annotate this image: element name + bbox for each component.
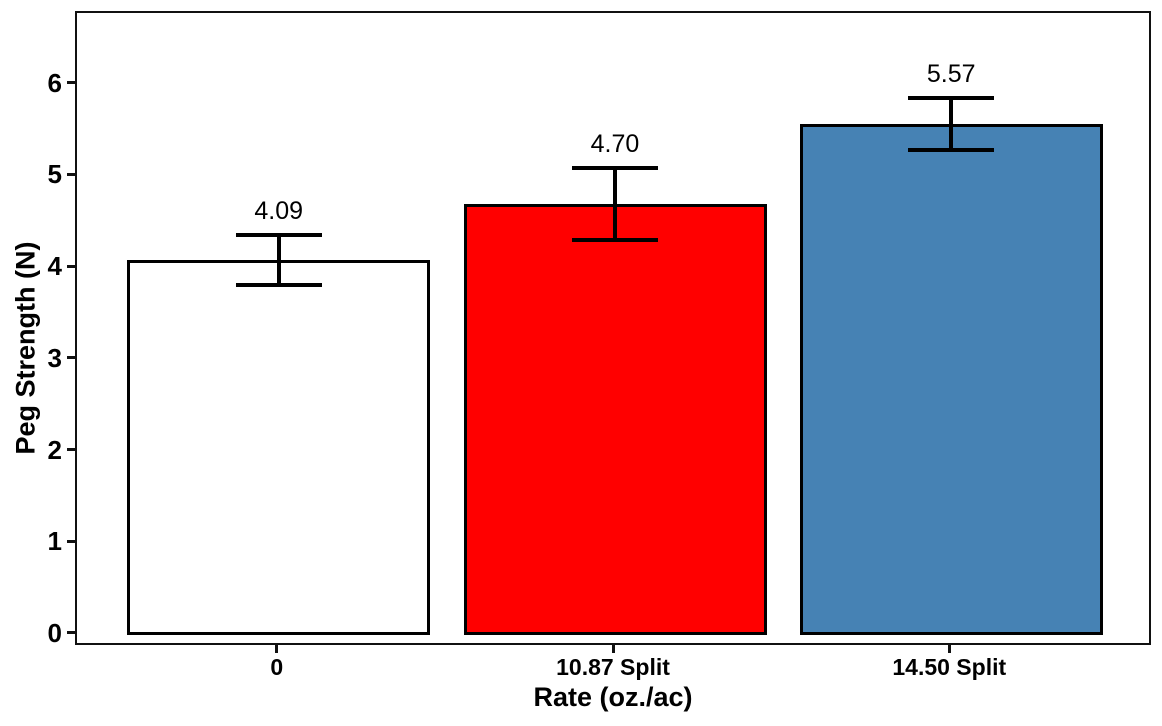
y-tick-label: 0 — [47, 617, 62, 648]
y-tick-label: 2 — [47, 434, 62, 465]
y-tick-label: 1 — [47, 526, 62, 557]
bar — [127, 259, 431, 635]
y-tick — [67, 81, 75, 85]
y-tick — [67, 356, 75, 360]
x-tick — [947, 645, 951, 653]
y-tick-label: 6 — [47, 67, 62, 98]
error-bar-cap-top — [572, 166, 658, 171]
error-bar-cap-top — [235, 233, 322, 237]
error-bar-cap-bottom — [572, 237, 658, 242]
x-tick — [611, 645, 615, 653]
y-tick-label: 4 — [47, 251, 62, 282]
error-bar-stem — [276, 235, 281, 285]
y-tick — [67, 539, 75, 543]
y-tick — [67, 264, 75, 268]
error-bar-stem — [613, 168, 617, 240]
x-tick-label: 0 — [270, 654, 284, 680]
value-label: 4.09 — [254, 197, 304, 225]
plot-panel: 4.09 4.70 5.57 — [75, 11, 1151, 645]
y-tick — [67, 172, 75, 176]
error-bar-cap-bottom — [235, 282, 322, 287]
x-axis-title: Rate (oz./ac) — [533, 682, 693, 712]
x-tick — [275, 645, 279, 653]
x-tick-label: 10.87 Split — [556, 654, 670, 680]
y-tick-label: 5 — [47, 159, 62, 190]
y-tick — [67, 631, 75, 635]
bar — [799, 124, 1103, 635]
value-label: 5.57 — [926, 60, 976, 89]
error-bar-stem — [949, 98, 954, 150]
y-tick — [67, 448, 75, 451]
bar — [463, 203, 767, 635]
x-tick-label: 14.50 Split — [892, 654, 1007, 680]
error-bar-cap-top — [908, 96, 995, 101]
y-tick-label: 3 — [47, 342, 62, 373]
value-label: 4.70 — [590, 130, 640, 159]
error-bar-cap-bottom — [908, 147, 995, 152]
